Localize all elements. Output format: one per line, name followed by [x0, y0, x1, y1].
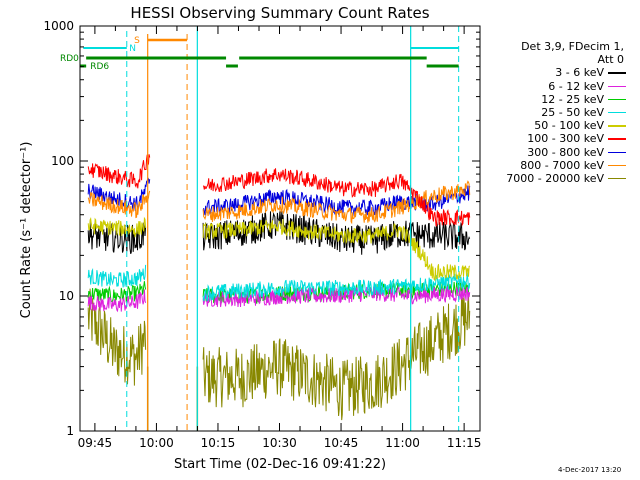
legend-entry: 800 - 7000 keV — [492, 159, 632, 172]
series-5-segment-1 — [87, 154, 151, 189]
y-tick-label: 1 — [66, 424, 74, 438]
rd0-label: RD0 — [60, 54, 79, 64]
legend-label: 12 - 25 keV — [541, 92, 604, 106]
legend-label: 3 - 6 keV — [555, 66, 604, 80]
legend-label: 100 - 300 keV — [527, 132, 604, 146]
legend-label: 50 - 100 keV — [534, 119, 604, 133]
legend-swatch — [608, 138, 626, 140]
x-tick-label: 09:45 — [78, 436, 113, 450]
legend-entry: 3 - 6 keV — [492, 66, 632, 79]
legend-swatch — [608, 111, 626, 114]
legend: Det 3,9, FDecim 1, Att 0 3 - 6 keV 6 - 12… — [492, 40, 632, 185]
x-tick-label: 10:15 — [201, 436, 236, 450]
legend-entry: 12 - 25 keV — [492, 93, 632, 106]
legend-entry: 25 - 50 keV — [492, 106, 632, 119]
legend-entry: 300 - 800 keV — [492, 146, 632, 159]
legend-header-2: Att 0 — [597, 53, 624, 67]
series-6-segment-1 — [87, 176, 151, 212]
y-tick-label: 1000 — [43, 19, 74, 33]
series-4-segment-1 — [87, 216, 147, 238]
legend-header-1: Det 3,9, FDecim 1, — [521, 40, 624, 53]
legend-entry: 7000 - 20000 keV — [492, 172, 632, 185]
series-5-segment-2 — [202, 168, 471, 227]
legend-swatch — [608, 125, 626, 127]
x-tick-label: 11:00 — [385, 436, 420, 450]
legend-label: 7000 - 20000 keV — [506, 171, 604, 185]
legend-entry: 50 - 100 keV — [492, 119, 632, 132]
legend-label: 300 - 800 keV — [527, 145, 604, 159]
timestamp: 4-Dec-2017 13:20 — [558, 466, 622, 474]
x-tick-label: 10:30 — [262, 436, 297, 450]
legend-swatch — [608, 72, 626, 74]
series-8-segment-2 — [202, 292, 471, 421]
legend-swatch — [608, 164, 626, 167]
legend-entry: 100 - 300 keV — [492, 132, 632, 145]
axes: 1 10 100 1000 09:45 10:00 10:15 10:30 10:45 11:00… — [43, 19, 481, 450]
x-tick-label: 10:00 — [139, 436, 174, 450]
series-1-segment-2 — [202, 285, 471, 308]
night-label: N — [129, 44, 136, 54]
legend-swatch — [608, 177, 626, 180]
y-tick-label: 100 — [51, 154, 74, 168]
series-3-segment-2 — [202, 272, 471, 302]
legend-label: 25 - 50 keV — [541, 105, 604, 119]
legend-rows: 3 - 6 keV 6 - 12 keV 12 - 25 keV 25 - 50 ke… — [492, 66, 632, 185]
x-axis-label: Start Time (02-Dec-16 09:41:22) — [174, 457, 386, 472]
legend-swatch — [608, 151, 626, 154]
series-0-segment-2 — [202, 211, 471, 255]
chart-title: HESSI Observing Summary Count Rates — [130, 4, 429, 22]
series-3-segment-1 — [87, 264, 147, 288]
legend-entry: 6 - 12 keV — [492, 80, 632, 93]
series-4-segment-2 — [202, 219, 471, 282]
y-tick-label: 10 — [59, 289, 74, 303]
y-axis-label: Count Rate (s⁻¹ detector⁻¹) — [19, 142, 34, 319]
series-1-segment-1 — [87, 289, 147, 313]
series-7-segment-2 — [202, 180, 471, 225]
series-8-segment-1 — [87, 288, 147, 386]
series-7-segment-1 — [87, 190, 151, 219]
legend-swatch — [608, 85, 626, 88]
legend-swatch — [608, 98, 626, 101]
rd6-label: RD6 — [90, 62, 109, 72]
plot-area: SN RD0 RD6 — [60, 26, 471, 431]
legend-label: 6 - 12 keV — [548, 79, 604, 93]
saa-label: S — [134, 36, 140, 46]
x-tick-label: 10:45 — [324, 436, 359, 450]
x-tick-label: 11:15 — [447, 436, 482, 450]
legend-label: 800 - 7000 keV — [520, 158, 604, 172]
